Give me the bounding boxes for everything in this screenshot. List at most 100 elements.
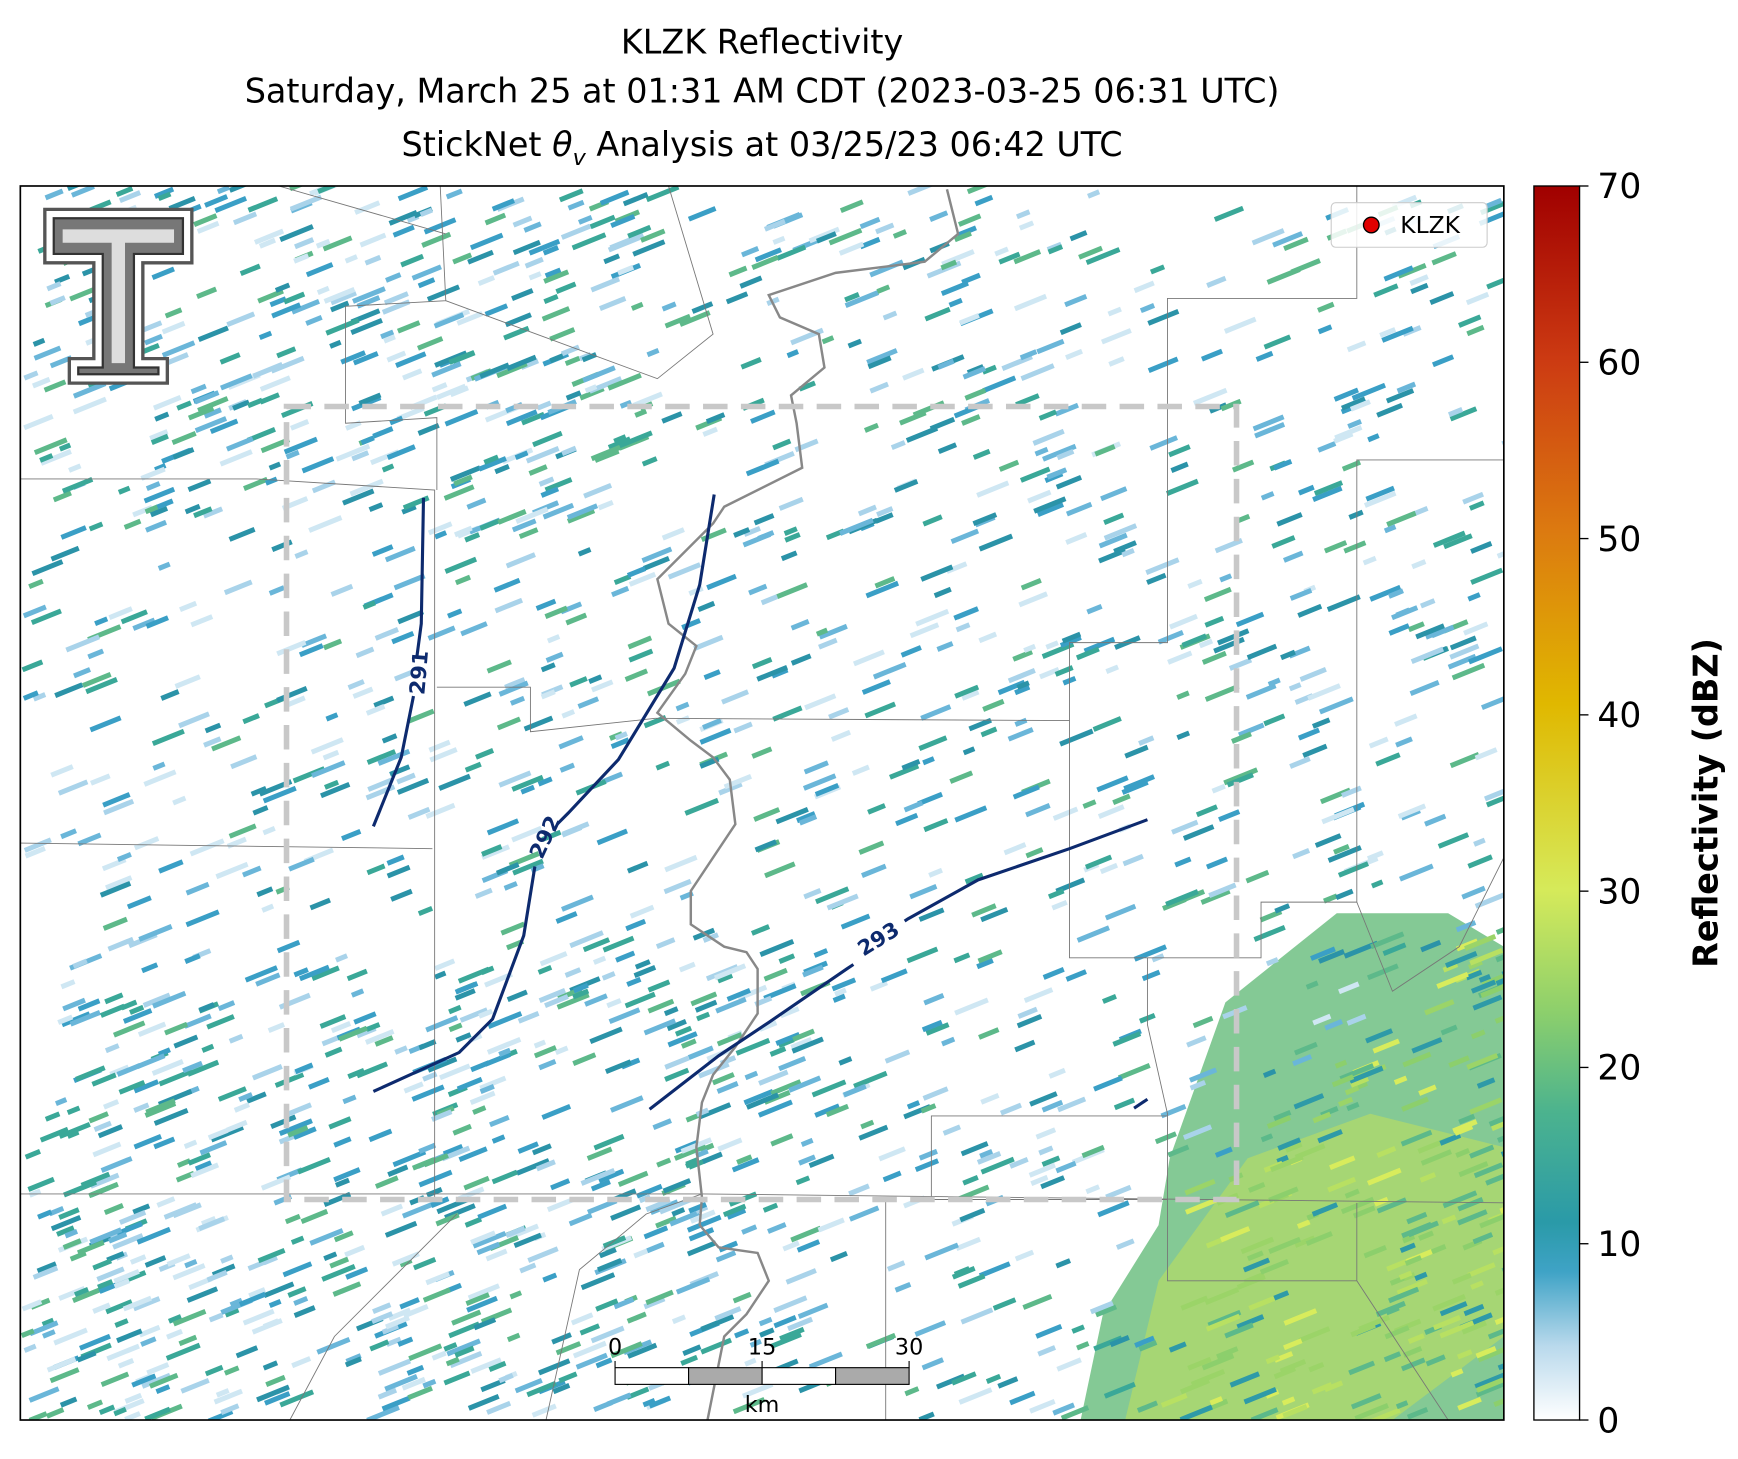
- echo: [1013, 293, 1048, 312]
- echo: [1262, 1068, 1277, 1078]
- echo: [865, 1332, 897, 1349]
- echo: [1448, 1055, 1470, 1068]
- echo: [678, 961, 696, 973]
- echo: [976, 958, 994, 970]
- echo: [744, 1357, 757, 1367]
- echo: [334, 1177, 350, 1188]
- echo: [23, 370, 39, 381]
- echo: [262, 826, 276, 836]
- echo: [1048, 1067, 1066, 1079]
- echo: [208, 1312, 224, 1323]
- echo: [1015, 393, 1040, 408]
- echo: [1269, 1154, 1304, 1173]
- echo: [1019, 349, 1038, 361]
- echo: [57, 779, 89, 796]
- echo: [1362, 555, 1377, 566]
- echo: [172, 1308, 207, 1327]
- echo: [1281, 1396, 1296, 1406]
- echo: [571, 232, 607, 251]
- echo: [122, 1295, 153, 1312]
- echo: [116, 1328, 143, 1344]
- legend-box: [1330, 202, 1488, 248]
- echo: [425, 1271, 451, 1286]
- echo: [1366, 963, 1399, 981]
- echo: [421, 231, 452, 248]
- echo: [200, 1216, 217, 1227]
- echo: [1370, 931, 1405, 950]
- echo: [636, 1183, 663, 1199]
- echo: [484, 212, 507, 226]
- echo: [1477, 1344, 1504, 1363]
- scale-segment: [761, 1367, 837, 1385]
- echo: [893, 478, 919, 493]
- echo: [226, 1119, 248, 1133]
- echo: [874, 512, 894, 524]
- echo: [1302, 743, 1328, 758]
- echo: [622, 192, 649, 207]
- echo: [1418, 1084, 1437, 1096]
- echo: [102, 916, 128, 931]
- echo: [364, 1029, 395, 1045]
- echo: [1326, 594, 1361, 612]
- echo: [33, 345, 62, 361]
- echo: [778, 953, 796, 964]
- echo: [686, 1240, 717, 1257]
- echo: [451, 1309, 482, 1326]
- echo: [428, 739, 451, 753]
- echo: [1458, 314, 1482, 328]
- echo: [1187, 578, 1203, 589]
- echo: [285, 449, 300, 460]
- echo: [538, 988, 566, 1003]
- echo: [132, 505, 154, 518]
- echo: [274, 1072, 305, 1088]
- echo: [190, 1162, 220, 1179]
- echo: [972, 512, 998, 527]
- echo: [1467, 1262, 1496, 1278]
- echo: [403, 1081, 424, 1094]
- echo: [1375, 752, 1401, 767]
- echo: [1383, 524, 1397, 534]
- echo: [151, 1059, 184, 1076]
- echo: [429, 747, 458, 763]
- echo: [1179, 1404, 1213, 1421]
- echo: [1263, 334, 1292, 350]
- echo: [88, 521, 104, 532]
- echo: [65, 634, 101, 653]
- echo: [890, 440, 906, 451]
- echo: [89, 1172, 120, 1189]
- echo: [1154, 1131, 1177, 1145]
- echo: [22, 690, 39, 701]
- echo: [1081, 1144, 1105, 1159]
- echo: [1388, 623, 1410, 636]
- border: [278, 185, 714, 380]
- echo: [284, 695, 306, 708]
- echo: [577, 547, 592, 557]
- echo: [994, 246, 1009, 257]
- echo: [268, 1298, 282, 1308]
- echo: [545, 651, 564, 663]
- echo: [589, 214, 616, 230]
- echo: [198, 1216, 226, 1232]
- echo: [1182, 824, 1215, 841]
- echo: [572, 1052, 597, 1066]
- echo: [757, 1099, 793, 1118]
- echo: [602, 935, 635, 953]
- echo: [246, 1091, 267, 1104]
- echo: [352, 686, 374, 699]
- echo: [1473, 837, 1486, 847]
- echo: [685, 1156, 700, 1167]
- echo: [166, 1253, 191, 1267]
- echo: [247, 196, 279, 213]
- echo: [802, 964, 824, 978]
- echo: [675, 1276, 711, 1295]
- echo: [933, 586, 952, 599]
- echo: [144, 333, 163, 346]
- echo: [1431, 251, 1457, 266]
- echo: [1343, 940, 1379, 959]
- echo: [663, 878, 692, 895]
- echo: [876, 284, 891, 294]
- echo: [985, 1373, 1002, 1384]
- echo: [860, 1119, 875, 1130]
- echo: [953, 1266, 971, 1277]
- echo: [1317, 441, 1337, 453]
